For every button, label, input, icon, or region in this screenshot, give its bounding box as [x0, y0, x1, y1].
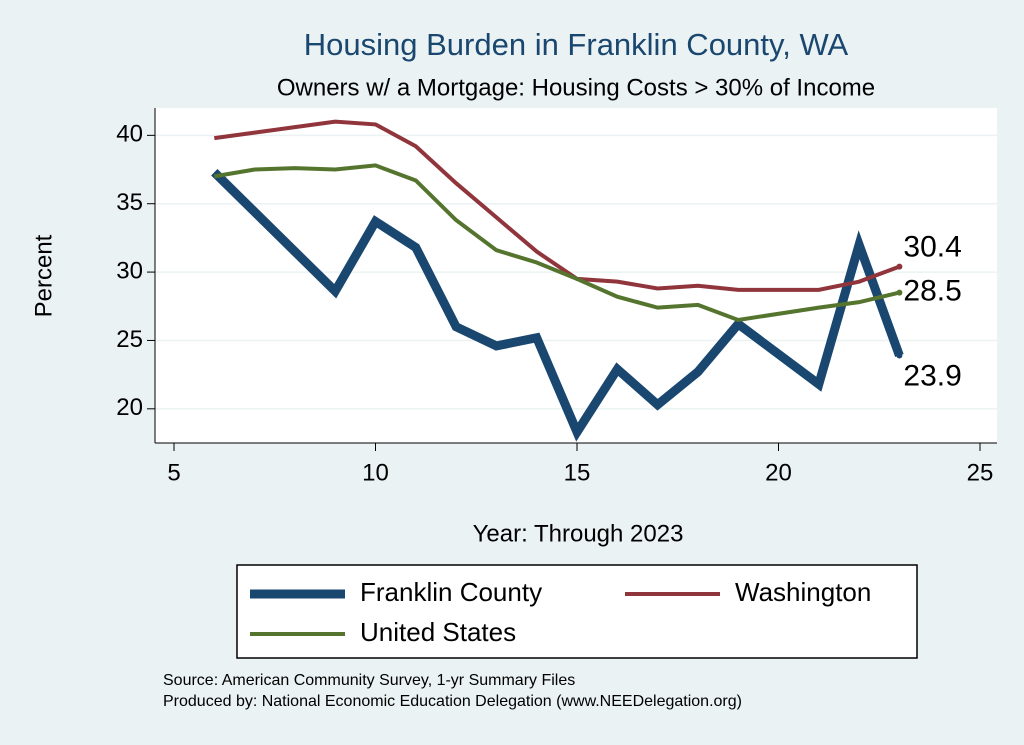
end-point [896, 352, 903, 359]
end-point [896, 289, 903, 296]
producer-note: Produced by: National Economic Education… [163, 693, 742, 710]
legend-box [236, 564, 918, 659]
y-tick-label: 25 [116, 326, 143, 353]
y-tick-label: 20 [116, 394, 143, 421]
legend-label: Franklin County [360, 577, 542, 607]
end-label: 28.5 [903, 275, 961, 308]
series-line [213, 163, 900, 322]
x-tick-label: 5 [167, 459, 180, 486]
source-note: Source: American Community Survey, 1-yr … [163, 672, 575, 689]
chart-title: Housing Burden in Franklin County, WA [304, 27, 849, 62]
x-tick-label: 15 [564, 459, 591, 486]
legend-label: United States [360, 617, 516, 647]
series-line [214, 119, 901, 292]
end-label: 30.4 [903, 231, 961, 264]
end-point [896, 263, 903, 270]
series-line [211, 169, 904, 442]
x-tick-label: 25 [967, 459, 994, 486]
y-tick-label: 35 [116, 189, 143, 216]
chart-subtitle: Owners w/ a Mortgage: Housing Costs > 30… [277, 74, 875, 101]
end-label: 23.9 [903, 359, 961, 392]
legend-label: Washington [735, 577, 871, 607]
y-axis-label: Percent [30, 234, 57, 317]
y-tick-label: 30 [116, 257, 143, 284]
plot-area [155, 108, 997, 443]
x-tick-label: 20 [765, 459, 792, 486]
y-tick-label: 40 [116, 121, 143, 148]
x-axis-label: Year: Through 2023 [473, 520, 684, 547]
x-tick-label: 10 [362, 459, 389, 486]
